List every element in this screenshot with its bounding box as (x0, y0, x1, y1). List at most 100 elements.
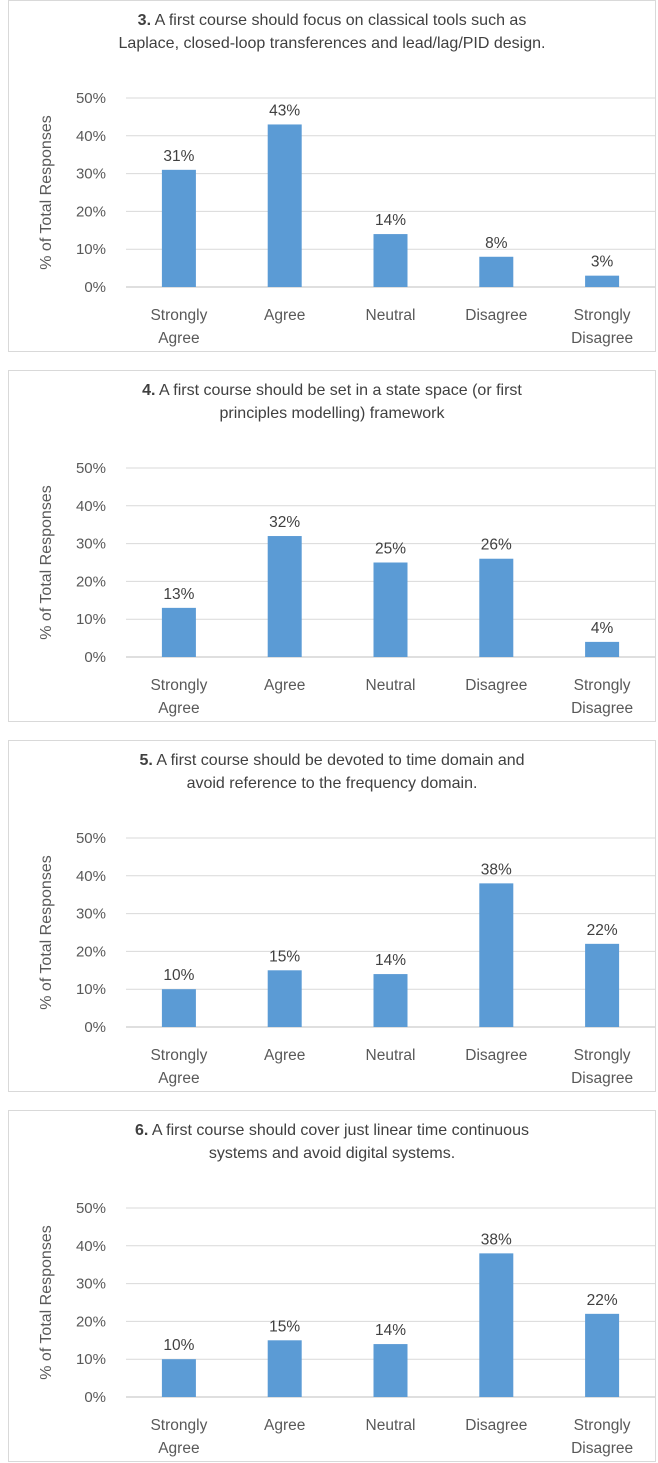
y-tick-label: 30% (76, 166, 106, 183)
chart-title-text: A first course should be devoted to time… (152, 752, 525, 769)
x-tick-label: Agree (264, 677, 305, 694)
bar (161, 169, 196, 287)
y-tick-label: 50% (76, 1200, 106, 1217)
chart-title-line: Laplace, closed-loop transferences and l… (118, 35, 546, 52)
chart-title-text: A first course should focus on classical… (151, 12, 527, 29)
bar (373, 562, 408, 657)
chart-title-line: 6. A first course should cover just line… (9, 1119, 655, 1142)
chart-panel: 3. A first course should focus on classi… (8, 0, 656, 352)
chart-title-number: 6. (135, 1122, 149, 1139)
y-tick-label: 40% (76, 868, 106, 885)
bar-chart: 0% 10% 20% 30% 40% 50% % of Total Responses 10%… (38, 830, 655, 1087)
y-tick-label: 40% (76, 498, 106, 515)
y-tick-label: 0% (84, 649, 106, 666)
x-tick-label: Strongly (574, 1047, 631, 1064)
chart-title-line: principles modelling) framework (219, 405, 445, 422)
y-tick-label: 40% (76, 1238, 106, 1255)
x-tick-label: Strongly (150, 677, 207, 694)
chart-panel: 6. A first course should cover just line… (8, 1110, 656, 1462)
data-label: 32% (269, 514, 300, 531)
x-tick-label: Neutral (366, 307, 416, 324)
x-tick-label: Disagree (465, 307, 527, 324)
y-tick-label: 50% (76, 90, 106, 107)
y-axis-label: % of Total Responses (38, 485, 55, 639)
bar (585, 641, 620, 657)
data-label: 26% (481, 537, 512, 554)
x-tick-label: Disagree (465, 677, 527, 694)
y-tick-label: 0% (84, 1389, 106, 1406)
bar (373, 234, 408, 287)
chart-title-number: 4. (142, 382, 156, 399)
data-label: 13% (163, 586, 194, 603)
bar (479, 558, 514, 657)
x-tick-label: Agree (264, 1047, 305, 1064)
data-label: 14% (375, 212, 406, 229)
data-label: 4% (591, 620, 614, 637)
data-label: 22% (587, 922, 618, 939)
chart-title: 6. A first course should cover just line… (9, 1119, 655, 1165)
x-tick-label: Agree (264, 307, 305, 324)
x-tick-label: Neutral (366, 677, 416, 694)
x-tick-label: Strongly (150, 307, 207, 324)
bar (479, 256, 514, 287)
data-label: 25% (375, 541, 406, 558)
y-tick-label: 0% (84, 279, 106, 296)
chart-title-line: systems and avoid digital systems. (208, 1145, 456, 1162)
chart-title-line: 3. A first course should focus on classi… (9, 9, 655, 32)
x-tick-label: Disagree (465, 1417, 527, 1434)
x-tick-label: Strongly (574, 677, 631, 694)
chart-title-text: A first course should be set in a state … (155, 382, 522, 399)
y-tick-label: 20% (76, 943, 106, 960)
x-tick-label: Neutral (366, 1047, 416, 1064)
x-tick-label: Disagree (571, 1440, 633, 1457)
x-tick-label: Strongly (574, 307, 631, 324)
bar (161, 1359, 196, 1397)
bar (267, 536, 302, 657)
data-label: 10% (163, 1337, 194, 1354)
x-tick-label: Neutral (366, 1417, 416, 1434)
y-tick-label: 10% (76, 981, 106, 998)
x-tick-label: Agree (158, 700, 199, 717)
x-tick-label: Disagree (571, 700, 633, 717)
y-tick-label: 20% (76, 1313, 106, 1330)
data-label: 10% (163, 967, 194, 984)
bar-chart: 0% 10% 20% 30% 40% 50% % of Total Responses 31%… (38, 90, 655, 347)
bar (585, 1313, 620, 1397)
y-tick-label: 20% (76, 573, 106, 590)
x-tick-label: Disagree (571, 330, 633, 347)
y-tick-label: 50% (76, 460, 106, 477)
x-tick-label: Strongly (150, 1047, 207, 1064)
chart-title-line: 4. A first course should be set in a sta… (9, 379, 655, 402)
bar (479, 883, 514, 1027)
y-tick-label: 20% (76, 203, 106, 220)
y-tick-label: 30% (76, 1276, 106, 1293)
chart-title-line: 5. A first course should be devoted to t… (9, 749, 655, 772)
y-tick-label: 0% (84, 1019, 106, 1036)
y-axis-label: % of Total Responses (38, 115, 55, 269)
bar (373, 974, 408, 1027)
x-tick-label: Agree (158, 1440, 199, 1457)
data-label: 43% (269, 102, 300, 119)
y-tick-label: 10% (76, 1351, 106, 1368)
y-tick-label: 10% (76, 611, 106, 628)
bar (267, 1340, 302, 1397)
data-label: 14% (375, 952, 406, 969)
data-label: 31% (163, 148, 194, 165)
y-axis-label: % of Total Responses (38, 855, 55, 1009)
chart-title-text: A first course should cover just linear … (148, 1122, 529, 1139)
data-label: 22% (587, 1292, 618, 1309)
y-tick-label: 30% (76, 906, 106, 923)
chart-title: 3. A first course should focus on classi… (9, 9, 655, 55)
x-tick-label: Strongly (574, 1417, 631, 1434)
data-label: 14% (375, 1322, 406, 1339)
x-tick-label: Agree (158, 330, 199, 347)
bar (267, 970, 302, 1027)
bar (373, 1344, 408, 1397)
data-label: 8% (485, 235, 508, 252)
bar (267, 124, 302, 288)
chart-panel: 5. A first course should be devoted to t… (8, 740, 656, 1092)
data-label: 3% (591, 254, 614, 271)
data-label: 15% (269, 948, 300, 965)
chart-title: 5. A first course should be devoted to t… (9, 749, 655, 795)
data-label: 38% (481, 1231, 512, 1248)
